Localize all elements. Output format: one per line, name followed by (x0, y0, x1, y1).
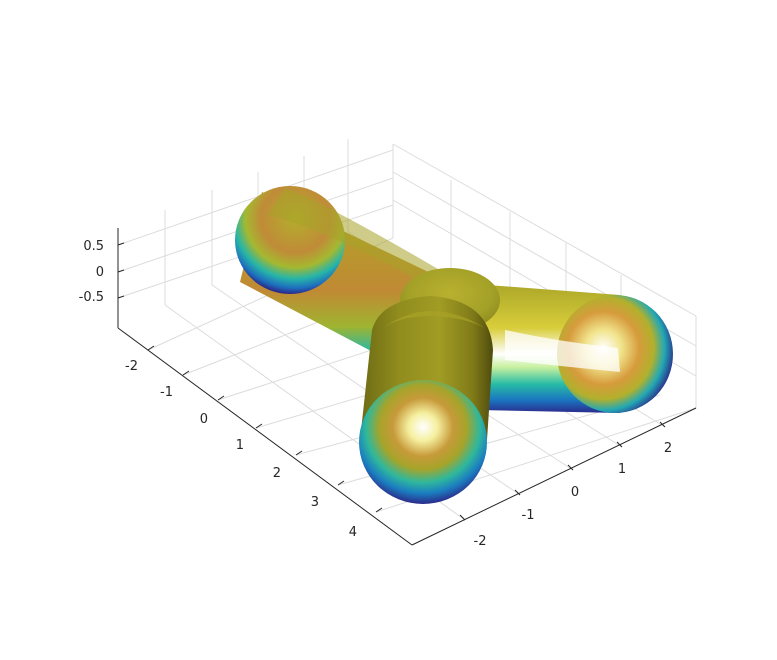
y-axis-line (117, 327, 413, 546)
x-tick-label: -1 (522, 508, 535, 523)
right-arm-highlight (505, 330, 620, 372)
y-tick (337, 480, 345, 486)
x-tick (616, 441, 623, 448)
x-tick (514, 489, 521, 496)
x-tick-label: 1 (618, 462, 626, 477)
z-tick-label: 0 (96, 265, 104, 280)
z-tick (117, 295, 125, 299)
front-arm (359, 296, 493, 504)
tick-marks (117, 242, 666, 521)
x-axis-line (411, 407, 697, 546)
y-tick-label: 2 (273, 466, 281, 481)
y-tick-label: -2 (125, 359, 138, 374)
left-arm-shading (268, 188, 460, 300)
z-tick (117, 269, 125, 273)
y-tick-label: 4 (349, 525, 357, 540)
z-tick (117, 242, 125, 246)
y-tick-label: 3 (311, 495, 319, 510)
y-tick (182, 370, 190, 376)
y-tick-label: 1 (236, 438, 244, 453)
y-tick (147, 345, 155, 351)
x-tick-label: 2 (664, 441, 672, 456)
grid-line (117, 149, 394, 246)
y-tick (375, 507, 383, 513)
x-tick (567, 464, 574, 471)
y-tick-label: 0 (200, 412, 208, 427)
y-tick (217, 395, 225, 401)
tube-surface (235, 186, 673, 504)
z-tick-label: -0.5 (79, 290, 104, 305)
tick-labels: 0.5 0 -0.5 -2 -1 0 1 2 3 4 -2 -1 0 1 2 (79, 239, 673, 549)
x-tick-label: -2 (474, 534, 487, 549)
x-tick (459, 514, 466, 521)
z-tick-label: 0.5 (83, 239, 104, 254)
front-arm-top-shade (380, 311, 488, 330)
front-arm-cap (359, 380, 487, 504)
y-tick (255, 423, 263, 429)
x-tick-label: 0 (571, 485, 579, 500)
y-tick (295, 450, 303, 456)
grid-line (392, 143, 697, 317)
y-tick-label: -1 (160, 385, 173, 400)
x-tick (659, 421, 666, 428)
